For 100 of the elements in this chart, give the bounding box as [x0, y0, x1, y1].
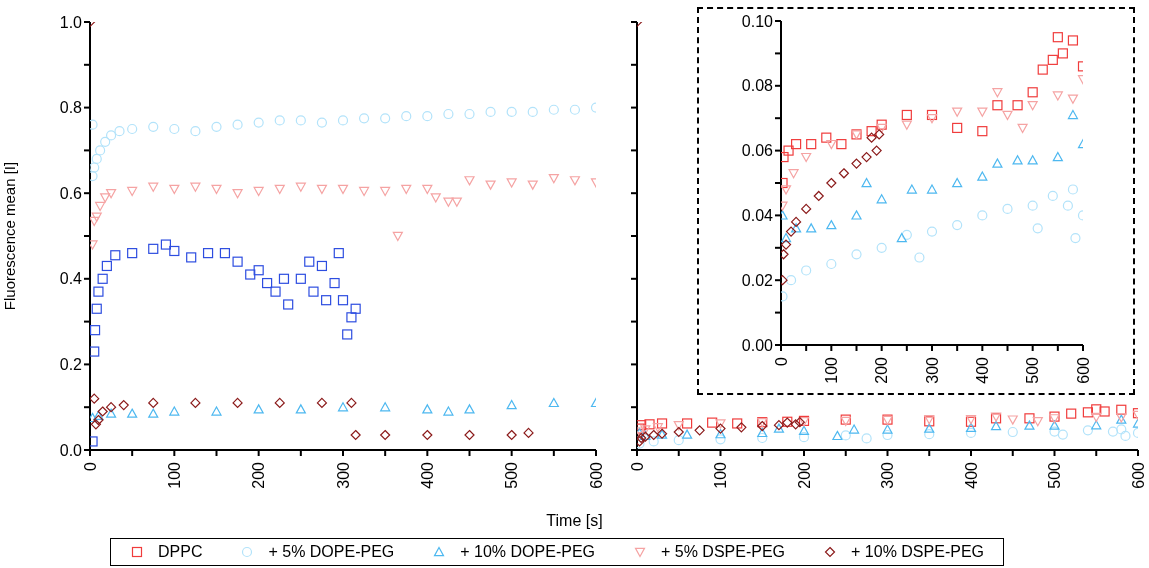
point [1027, 200, 1038, 211]
point [838, 168, 850, 179]
x-tick-label: 200 [795, 461, 813, 489]
point [901, 120, 912, 130]
point [977, 171, 988, 181]
x-tick-label: 600 [587, 461, 605, 489]
point [785, 275, 797, 286]
point [443, 197, 454, 207]
point [1047, 54, 1058, 65]
point [422, 404, 433, 414]
point [874, 129, 885, 140]
y-tick-label: 0.2 [59, 356, 83, 374]
point [232, 256, 243, 267]
point [648, 429, 659, 441]
point [1052, 151, 1063, 162]
point [1067, 109, 1079, 120]
point [992, 88, 1003, 98]
point [791, 139, 802, 150]
point [148, 397, 159, 409]
point [232, 119, 243, 130]
point [527, 106, 538, 117]
point [316, 260, 328, 272]
y-tick-label: 0.02 [741, 271, 774, 289]
point [840, 430, 851, 441]
point [1002, 110, 1013, 121]
legend-label: + 5% DOPE-PEG [268, 543, 395, 561]
point [127, 408, 138, 418]
point [506, 429, 517, 441]
point [464, 429, 475, 441]
point [826, 139, 837, 150]
point [977, 210, 988, 221]
point [202, 248, 214, 259]
point [464, 176, 475, 186]
point [1027, 87, 1038, 98]
point [977, 126, 988, 137]
point [926, 109, 938, 121]
point [169, 406, 180, 416]
point [127, 186, 138, 197]
y-tick-label: 0.0 [59, 441, 83, 459]
point [1091, 420, 1102, 430]
point [190, 397, 201, 409]
point [422, 111, 433, 122]
point [295, 182, 306, 192]
point [211, 121, 222, 132]
point [358, 113, 370, 124]
point [211, 184, 222, 195]
point [648, 436, 659, 447]
point [866, 126, 877, 137]
point [316, 184, 328, 195]
point [952, 107, 963, 117]
point [190, 182, 201, 192]
point [1116, 424, 1127, 435]
point [90, 216, 100, 227]
point [329, 277, 340, 289]
point [1032, 417, 1043, 427]
point [1052, 32, 1063, 43]
legend-label: + 10% DOPE-PEG [460, 543, 595, 561]
point [882, 429, 893, 441]
point [924, 429, 935, 440]
point [707, 417, 718, 428]
point [1067, 35, 1079, 46]
point [926, 184, 938, 194]
point [232, 397, 243, 409]
point [952, 177, 963, 188]
point [990, 420, 1002, 431]
x-axis-title: Time [s] [545, 512, 604, 530]
y-tick-label: 0.6 [59, 184, 83, 202]
point [673, 426, 684, 438]
point [485, 106, 496, 117]
point [358, 186, 370, 197]
point [1047, 190, 1058, 202]
point [169, 245, 180, 257]
point [548, 397, 559, 408]
point [245, 269, 256, 280]
point [90, 325, 101, 336]
point [783, 145, 794, 156]
point [1027, 101, 1038, 111]
point [316, 397, 328, 409]
point [644, 419, 655, 430]
point [1007, 426, 1018, 438]
point [1107, 426, 1119, 437]
point [105, 189, 117, 199]
point [906, 184, 917, 194]
point [826, 220, 837, 230]
point [392, 231, 403, 242]
y-axis-title: Fluorescence mean [I] [1, 161, 19, 311]
x-tick-label: 300 [334, 461, 352, 489]
point [148, 182, 159, 192]
point [1082, 407, 1093, 418]
point [295, 115, 306, 126]
point [274, 115, 285, 126]
point [732, 418, 743, 429]
point [350, 429, 361, 441]
point [118, 399, 129, 411]
point [992, 100, 1003, 111]
x-tick-label: 400 [973, 356, 991, 384]
point [91, 303, 102, 314]
x-tick-label: 400 [418, 461, 436, 489]
point [100, 193, 111, 203]
point [101, 260, 112, 272]
